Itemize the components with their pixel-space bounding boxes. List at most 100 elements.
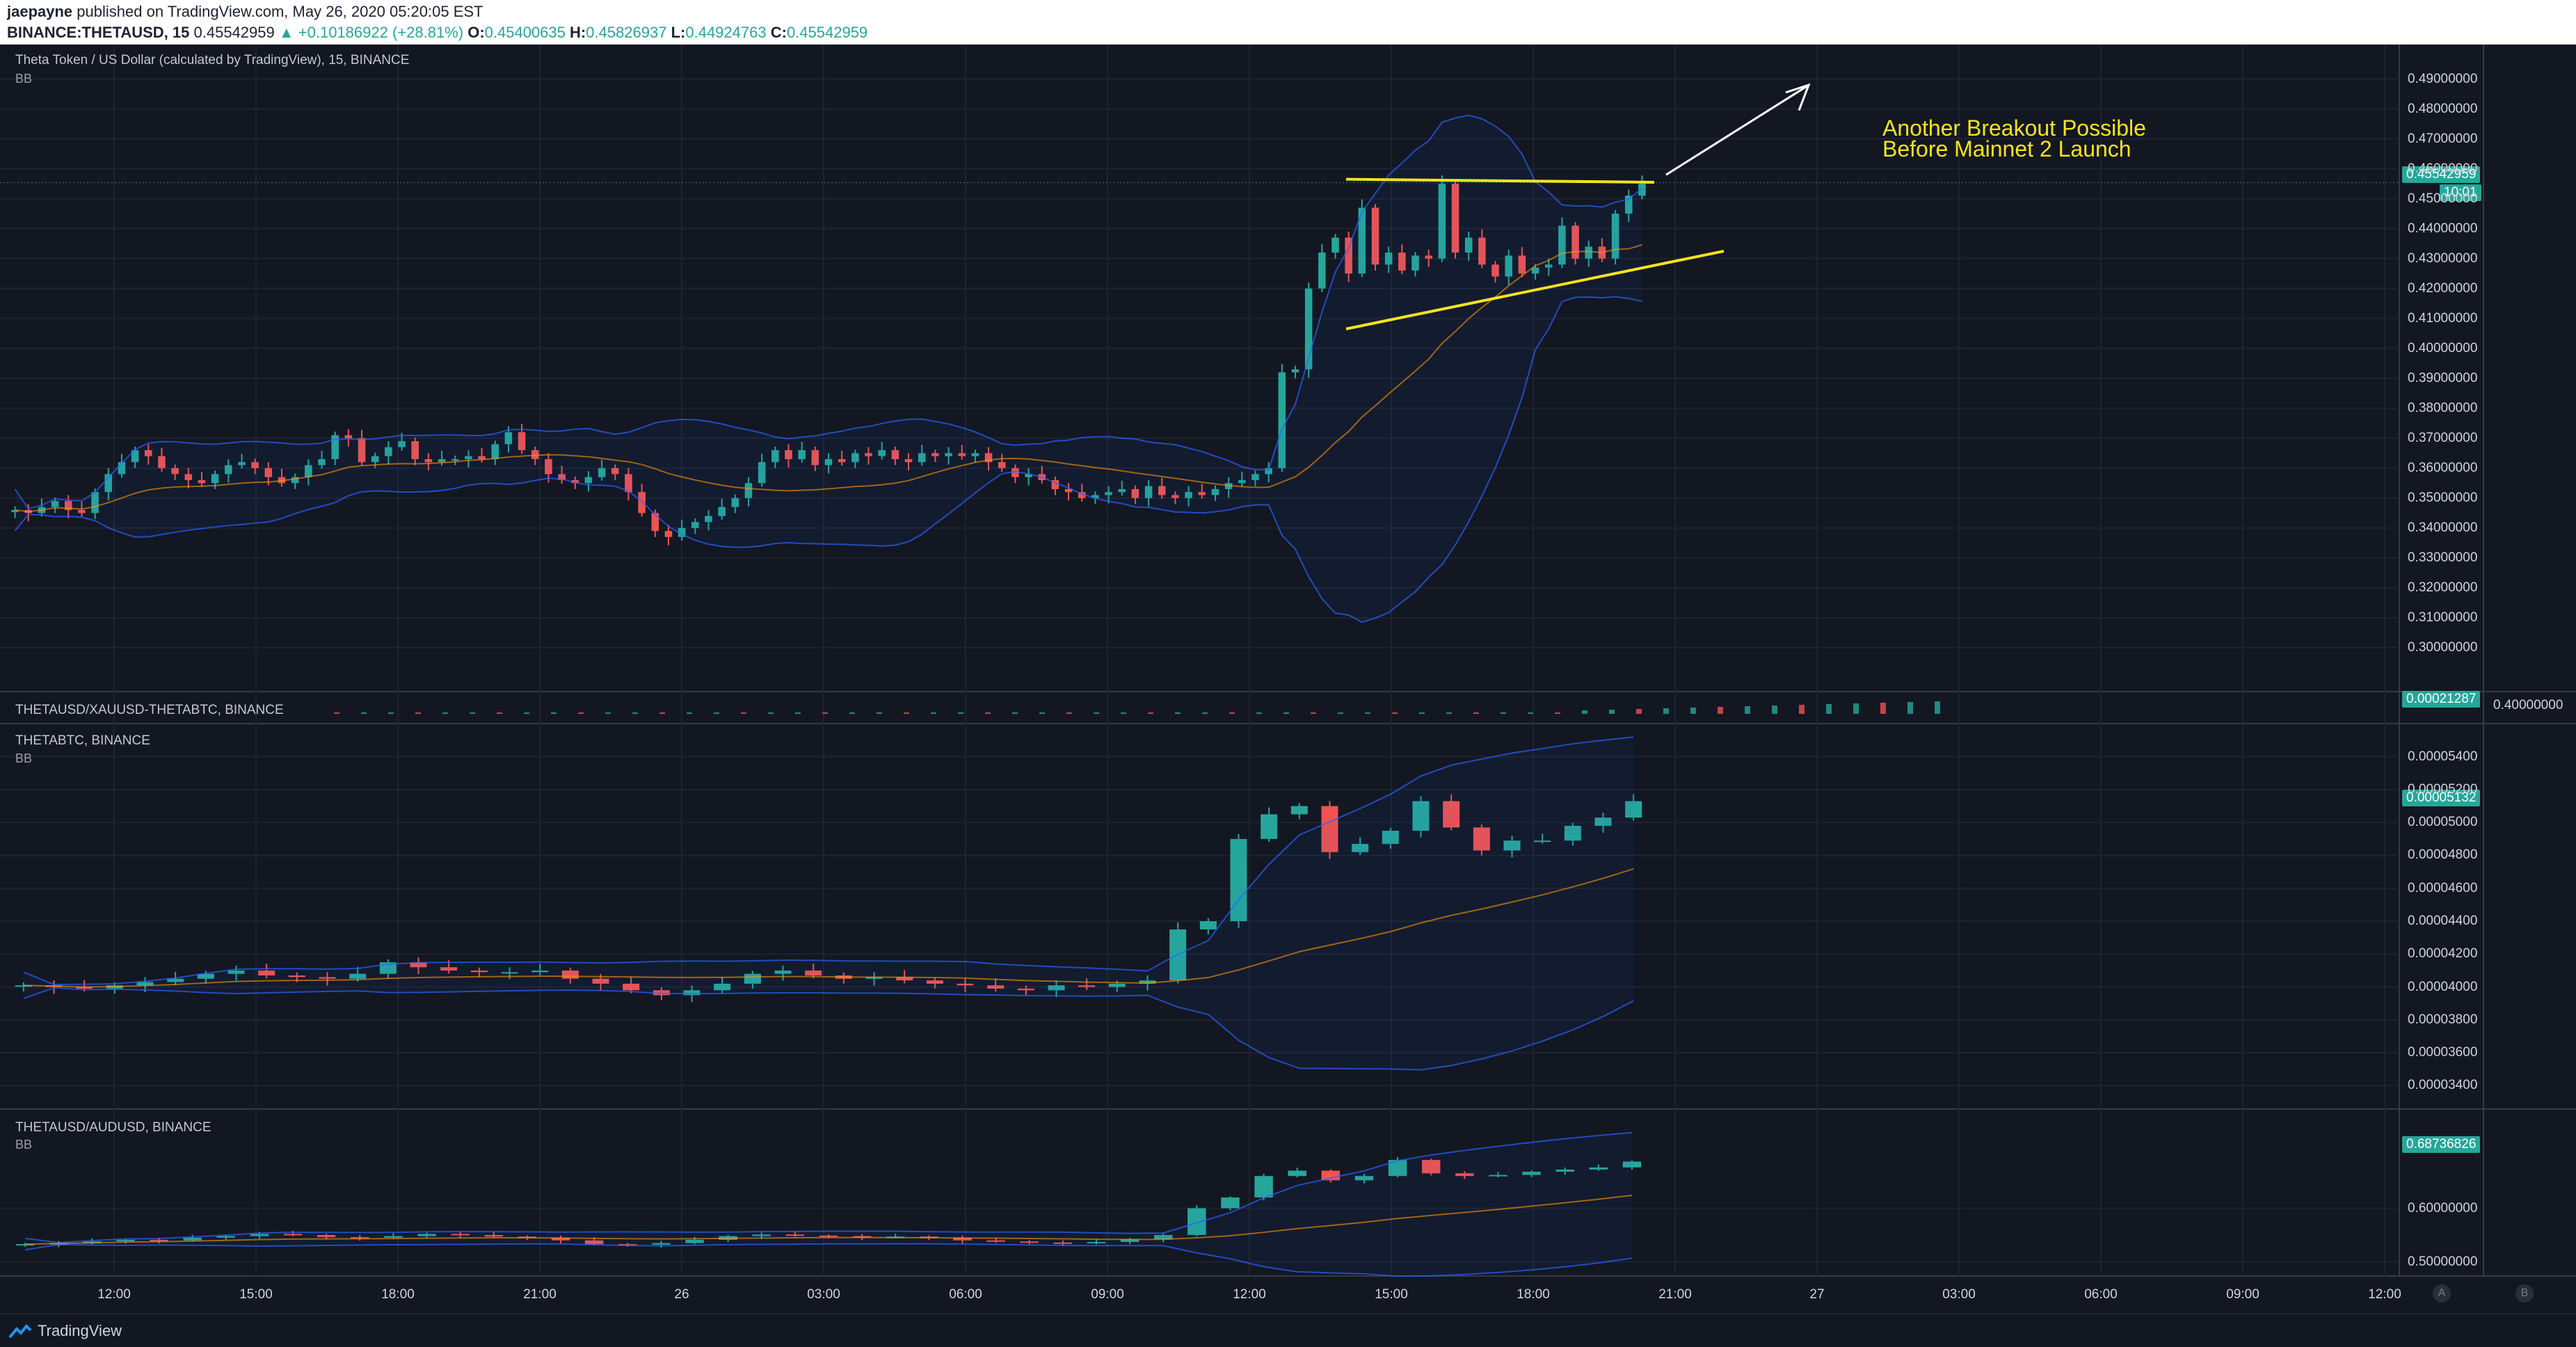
aud-candle <box>1555 1170 1574 1172</box>
aud-pane-indicator[interactable]: BB <box>15 1138 33 1151</box>
main-candle <box>758 462 766 484</box>
axis-auto-button[interactable]: A <box>2433 1284 2451 1302</box>
main-price-tick: 0.37000000 <box>2408 430 2478 445</box>
time-tick-label: 09:00 <box>2226 1287 2259 1302</box>
time-tick-label: 03:00 <box>1942 1287 1976 1302</box>
btc-candle <box>1382 831 1399 844</box>
main-candle <box>411 441 419 459</box>
ratio-bar <box>1473 712 1479 714</box>
main-candle <box>1291 369 1299 373</box>
aud-candle <box>752 1234 771 1236</box>
ratio-bar <box>1772 706 1777 714</box>
btc-candle <box>501 972 518 974</box>
main-candle <box>478 456 486 459</box>
ratio-bar <box>497 712 502 714</box>
aud-pane-title: THETAUSD/AUDUSD, BINANCE <box>15 1120 211 1135</box>
chart-canvas[interactable] <box>0 45 2576 1314</box>
main-candle <box>718 507 726 516</box>
btc-candle <box>1503 840 1521 851</box>
main-pane-indicator[interactable]: BB <box>15 72 33 86</box>
main-candle <box>198 480 206 484</box>
btc-candle <box>1473 827 1490 851</box>
ratio-bar <box>1636 709 1642 714</box>
btc-candle <box>1564 825 1581 841</box>
main-candle <box>238 462 246 465</box>
main-bb-upper <box>14 114 1643 510</box>
aud-candle <box>1020 1241 1039 1243</box>
aud-candle <box>351 1237 369 1239</box>
ratio-bar <box>1338 712 1343 714</box>
btc-pane-indicator[interactable]: BB <box>15 751 33 765</box>
main-candle <box>1585 246 1593 259</box>
time-tick-label: 15:00 <box>239 1287 273 1302</box>
time-tick-label: 18:00 <box>381 1287 415 1302</box>
btc-candle <box>76 987 93 989</box>
ratio-bar <box>415 712 421 714</box>
main-candle <box>291 477 299 484</box>
main-candle <box>1491 264 1499 277</box>
aud-candle <box>1522 1172 1541 1175</box>
btc-candle <box>1139 980 1156 984</box>
main-candle <box>518 432 526 451</box>
btc-candle <box>167 978 184 982</box>
main-candle <box>878 450 886 456</box>
ratio-bar <box>1745 706 1750 714</box>
main-price-tick: 0.30000000 <box>2408 639 2478 655</box>
ratio-bar <box>1826 704 1832 714</box>
btc-price-tick: 0.00004200 <box>2408 946 2478 962</box>
ratio-bar <box>1094 712 1099 714</box>
main-candle <box>1011 468 1019 477</box>
main-candle <box>984 453 993 463</box>
aud-candle <box>652 1243 671 1245</box>
main-candle <box>1118 488 1126 493</box>
aud-candle <box>685 1239 704 1243</box>
aud-candle <box>116 1239 135 1242</box>
main-candle <box>225 465 232 475</box>
btc-bb-upper <box>23 736 1634 986</box>
aud-candle <box>1455 1173 1474 1177</box>
btc-price-tick: 0.00005200 <box>2408 781 2478 797</box>
btc-candle <box>653 990 670 996</box>
btc-candle <box>136 982 154 986</box>
tradingview-logo-icon[interactable] <box>8 1323 32 1339</box>
ratio-bar <box>1256 712 1262 714</box>
chart-area[interactable]: Theta Token / US Dollar (calculated by T… <box>0 45 2576 1314</box>
ratio-bar <box>741 712 746 714</box>
ratio-bar <box>551 712 557 714</box>
time-tick-label: 27 <box>1809 1287 1825 1302</box>
main-price-tick: 0.34000000 <box>2408 520 2478 535</box>
aud-badge: 0.68736826 <box>2402 1136 2481 1153</box>
main-candle <box>1638 184 1646 196</box>
main-candle <box>785 450 792 459</box>
author-name[interactable]: jaepayne <box>7 3 73 20</box>
support-trendline <box>1345 249 1725 330</box>
main-candle <box>1478 237 1486 265</box>
main-candle <box>451 459 459 461</box>
main-price-tick: 0.40000000 <box>2408 340 2478 356</box>
ratio-bar <box>1419 712 1425 714</box>
btc-price-tick: 0.00005000 <box>2408 815 2478 830</box>
main-candle <box>211 474 219 484</box>
btc-candle <box>805 970 822 975</box>
low-label: L: <box>671 24 686 41</box>
main-candle <box>131 450 139 463</box>
aud-candle <box>283 1234 303 1236</box>
aud-candle <box>317 1235 336 1238</box>
ratio-bar <box>1690 708 1696 714</box>
aud-price-tick: 0.60000000 <box>2408 1200 2478 1216</box>
aud-candle <box>216 1236 236 1238</box>
main-candle <box>1345 237 1352 274</box>
main-price-tick: 0.46000000 <box>2408 161 2478 176</box>
ratio-bar <box>985 712 991 714</box>
main-candle <box>344 435 353 438</box>
aud-candle <box>986 1240 1005 1242</box>
main-candle <box>638 492 646 513</box>
main-candle <box>438 459 446 463</box>
ratio-bar <box>1148 712 1153 714</box>
axis-log-button[interactable]: B <box>2515 1284 2534 1302</box>
footer-brand[interactable]: TradingView <box>38 1321 122 1339</box>
main-candle <box>305 465 312 477</box>
ratio-bar <box>877 712 882 714</box>
btc-candle <box>1078 985 1096 987</box>
btc-candle <box>1321 806 1338 852</box>
